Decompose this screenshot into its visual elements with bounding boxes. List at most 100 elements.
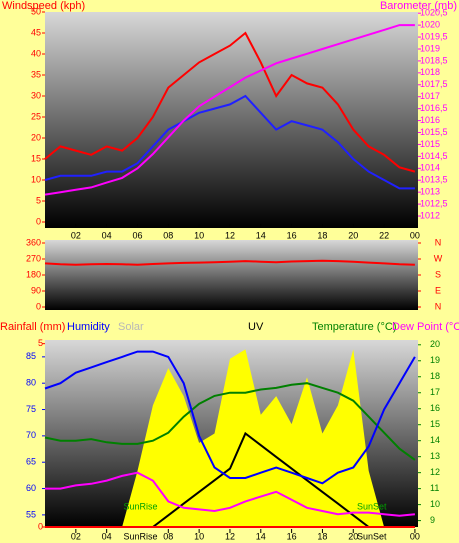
x-tick-label: 02: [71, 531, 81, 541]
y-tick-label: 30: [31, 90, 41, 100]
x-tick-label: 14: [256, 230, 266, 240]
y-tick-label: 1014: [420, 163, 440, 173]
y-tick-label: 40: [31, 48, 41, 58]
y-tick-label: 1019,5: [420, 31, 448, 41]
y-tick-label: 1020,5: [420, 8, 448, 18]
y-tick-label: 360: [26, 237, 41, 247]
y-tick-label: 1016,5: [420, 103, 448, 113]
y-tick-label: 15: [430, 419, 440, 429]
y-tick-label: 85: [26, 351, 36, 361]
x-tick-label: 08: [163, 531, 173, 541]
y-tick-label: 11: [430, 483, 439, 493]
y-tick-label: 1019: [420, 43, 440, 53]
y-tick-label: 270: [26, 253, 41, 263]
y-tick-label: 1018,5: [420, 55, 448, 65]
x-tick-label: 18: [317, 230, 327, 240]
y-tick-label: 16: [430, 403, 440, 413]
y-tick-label: 14: [430, 435, 440, 445]
annotation: SunSet: [357, 501, 387, 511]
y-tick-label: 10: [430, 499, 440, 509]
x-tick-label: 16: [287, 230, 297, 240]
x-tick-label: 16: [287, 531, 297, 541]
y-tick-label: 1016: [420, 115, 440, 125]
y-tick-label: E: [435, 285, 441, 295]
y-tick-label: 19: [430, 355, 440, 365]
y-tick-label: 180: [26, 269, 41, 279]
x-tick-label: 02: [71, 230, 81, 240]
y-tick-label: 15: [31, 153, 41, 163]
x-tick-label: 12: [225, 230, 235, 240]
y-tick-label: 1013,5: [420, 175, 448, 185]
plot-background: [45, 12, 418, 228]
y-tick-label: 20: [430, 339, 440, 349]
y-tick-label: 1020: [420, 20, 440, 30]
x-tick-label: 10: [194, 230, 204, 240]
y-tick-label: 60: [26, 483, 36, 493]
annotation: SunRise: [124, 501, 158, 511]
y-tick-label: N: [435, 237, 442, 247]
line: [44, 259, 415, 266]
plot-background: [45, 240, 418, 310]
y-tick-label: 25: [31, 111, 41, 121]
line: [44, 94, 415, 190]
axis-label: Temperature (°C): [312, 321, 396, 333]
annotation: SunSet: [357, 531, 387, 541]
y-tick-label: 12: [430, 467, 440, 477]
y-tick-label: 1018: [420, 67, 440, 77]
axis-label: Solar: [118, 321, 144, 333]
y-tick-label: 20: [31, 132, 41, 142]
y-tick-label: N: [435, 301, 442, 311]
y-tick-label: 9: [430, 515, 435, 525]
y-tick-label: 90: [31, 285, 41, 295]
y-tick-label: 17: [430, 387, 440, 397]
x-tick-label: 00: [410, 531, 420, 541]
x-tick-label: 04: [102, 531, 112, 541]
x-tick-label: 20: [348, 230, 358, 240]
axis-label: UV: [248, 321, 264, 333]
x-tick-label: 00: [410, 230, 420, 240]
y-tick-label: 1012: [420, 210, 440, 220]
line: [44, 382, 416, 461]
x-tick-label: 10: [194, 531, 204, 541]
line: [44, 31, 416, 173]
line: [44, 24, 415, 196]
y-tick-label: 55: [26, 509, 36, 519]
x-tick-label: 20: [348, 531, 358, 541]
y-tick-label: 0: [36, 216, 41, 226]
annotation: SunRise: [124, 531, 158, 541]
y-tick-label: 10: [31, 174, 41, 184]
x-tick-label: 18: [317, 531, 327, 541]
y-tick-label: 0: [36, 301, 41, 311]
y-tick-label: 1015: [420, 139, 440, 149]
x-tick-label: 08: [163, 230, 173, 240]
y-tick-label: 1015,5: [420, 127, 448, 137]
y-tick-label: 65: [26, 457, 36, 467]
y-tick-label: 1013: [420, 187, 440, 197]
axis-label: Humidity: [67, 321, 110, 333]
y-tick-label: 1012,5: [420, 198, 448, 208]
x-tick-label: 06: [132, 230, 142, 240]
x-tick-label: 12: [225, 531, 235, 541]
y-tick-label: 1014,5: [420, 151, 448, 161]
y-tick-label: 1017: [420, 91, 440, 101]
x-tick-label: 14: [256, 531, 266, 541]
y-tick-label: 45: [31, 27, 41, 37]
y-tick-label: S: [435, 269, 441, 279]
axis-label: Windspeed (kph): [2, 0, 85, 12]
y-tick-label: 1017,5: [420, 79, 448, 89]
axis-label: Dew Point (°C: [392, 321, 459, 333]
y-tick-label: 80: [26, 378, 36, 388]
y-tick-label: 5: [38, 338, 43, 348]
x-tick-label: 04: [102, 230, 112, 240]
y-tick-label: 5: [36, 195, 41, 205]
y-tick-label: 70: [26, 430, 36, 440]
y-tick-label: 18: [430, 371, 440, 381]
y-tick-label: 75: [26, 404, 36, 414]
axis-label: Rainfall (mm): [0, 321, 65, 333]
y-tick-label: 35: [31, 69, 41, 79]
y-tick-label: 50: [31, 6, 41, 16]
axis-label: Barometer (mb): [380, 0, 457, 12]
y-tick-label: 0: [38, 521, 43, 531]
line: [45, 471, 416, 517]
